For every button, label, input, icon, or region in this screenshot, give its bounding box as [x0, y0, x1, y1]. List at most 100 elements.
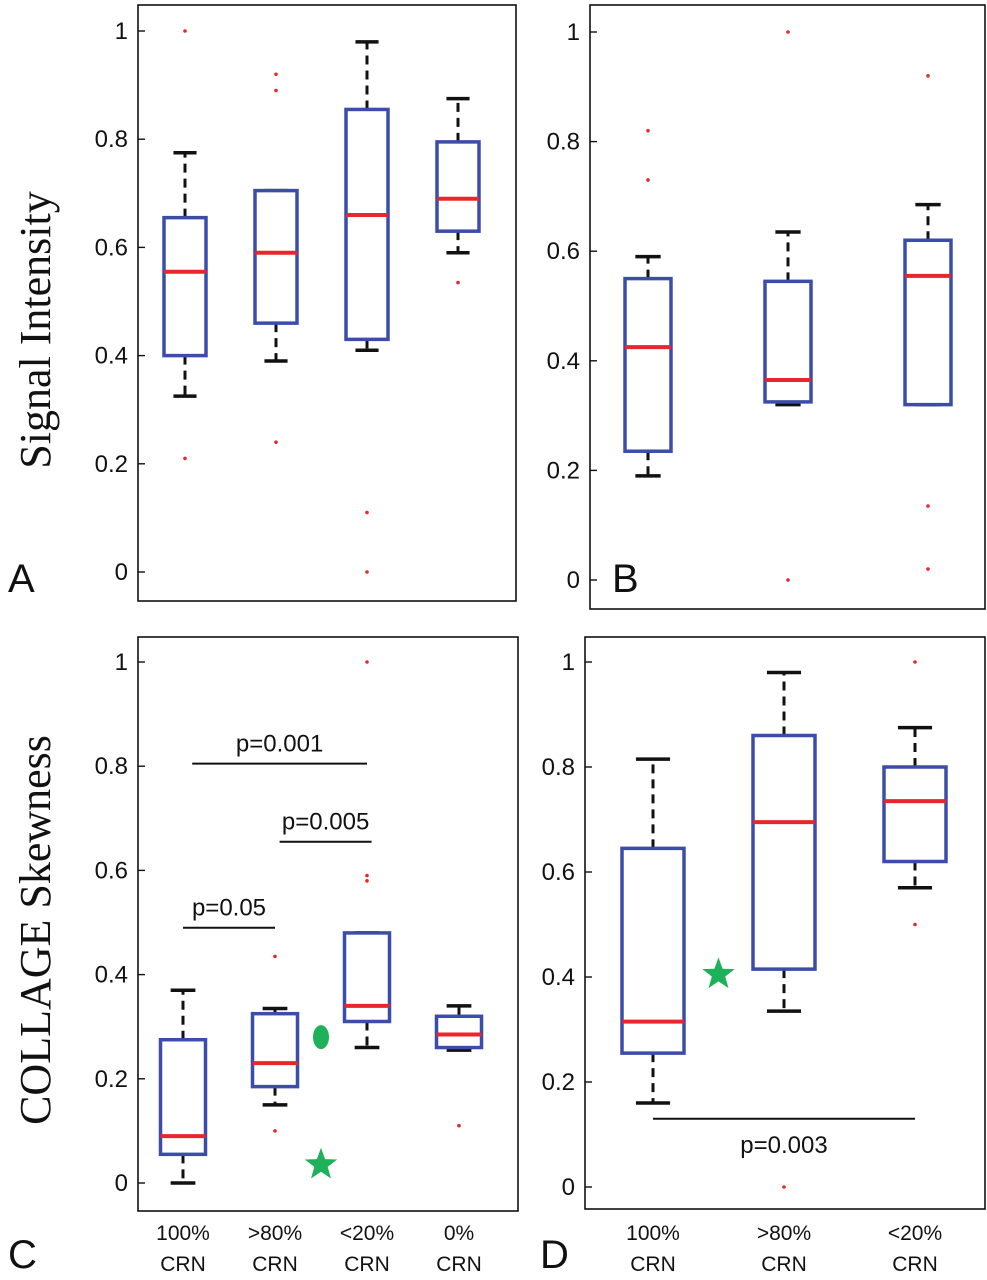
outlier-point [274, 72, 278, 77]
outlier-point [782, 1185, 786, 1189]
y-tick-label: 0.6 [95, 234, 128, 261]
iqr-box [903, 238, 953, 407]
category-label-pct: >80% [248, 1222, 302, 1245]
plot-frame-a [137, 4, 517, 602]
outlier-point [273, 954, 277, 959]
y-tick-label: 1 [115, 649, 128, 676]
box-b-1 [623, 128, 673, 478]
outlier-point [365, 570, 369, 574]
category-label-pct: <20% [888, 1222, 942, 1245]
y-tick-label: 1 [562, 649, 575, 676]
y-tick-label: 0.2 [95, 1066, 128, 1093]
iqr-box [253, 188, 299, 325]
box-d-3 [882, 660, 948, 927]
box-b-2 [763, 30, 813, 582]
p-value-label: p=0.005 [282, 809, 369, 836]
y-tick-label: 0 [115, 1170, 128, 1197]
y-tick-label: 0.2 [95, 451, 128, 478]
iqr-box [882, 765, 948, 864]
box-d-1 [620, 757, 686, 1105]
y-tick-label: 0 [115, 559, 128, 586]
outlier-point [926, 567, 930, 571]
iqr-box [342, 931, 392, 1024]
y-tick-label: 0.4 [95, 343, 128, 370]
box-b-3 [903, 74, 953, 571]
outlier-point [274, 440, 278, 444]
y-tick-label: 0.2 [547, 457, 580, 484]
significance-annotation: p=0.05 [183, 895, 275, 929]
y-tick-label: 0.8 [542, 754, 575, 781]
y-tick-label: 1 [115, 18, 128, 45]
outlier-point [913, 660, 917, 664]
category-label-pct: 100% [156, 1222, 210, 1245]
outlier-point [786, 30, 790, 34]
y-tick-label: 0.4 [547, 348, 580, 375]
category-label-crn: CRN [436, 1253, 482, 1276]
p-value-label: p=0.05 [192, 895, 266, 922]
y-tick-label: 0.2 [542, 1069, 575, 1096]
box-a-2 [253, 72, 299, 444]
iqr-box [434, 1014, 484, 1050]
p-value-label: p=0.001 [236, 731, 323, 758]
significance-annotation: p=0.001 [192, 731, 367, 765]
y-tick-label: 0.6 [95, 857, 128, 884]
outlier-point [646, 128, 650, 133]
outlier-point [646, 178, 650, 182]
panel-letter-a: A [8, 557, 35, 601]
outlier-point [786, 578, 790, 582]
iqr-box [763, 279, 813, 404]
panel-b: 0 0.2 0.4 0.6 0.8 1 [547, 4, 986, 610]
panel-letter-d: D [540, 1233, 569, 1277]
category-label-pct: <20% [340, 1222, 394, 1245]
significance-annotation: p=0.003 [653, 1117, 915, 1159]
outlier-point [926, 74, 930, 78]
panel-d: 0 0.2 0.4 0.6 0.8 1 100% CRN >80% CRN <20% CRN p=0.0… [542, 636, 986, 1276]
box-c-4 [434, 1004, 484, 1128]
outlier-point [273, 1129, 277, 1133]
outlier-point [274, 88, 278, 93]
outlier-point [365, 879, 369, 883]
y-tick-label: 0.4 [95, 962, 128, 989]
box-c-1 [158, 988, 208, 1185]
outlier-point [183, 456, 187, 461]
plot-frame-d [584, 636, 986, 1210]
y-tick-label: 0 [562, 1174, 575, 1201]
box-c-2 [250, 954, 300, 1133]
panel-a: 0 0.2 0.4 0.6 0.8 1 [95, 4, 517, 602]
outlier-point [365, 873, 369, 878]
y-tick-label: 1 [567, 19, 580, 46]
outlier-point [365, 660, 369, 664]
category-label-pct: 100% [626, 1222, 680, 1245]
iqr-box [620, 846, 686, 1055]
iqr-box [623, 276, 673, 453]
panels: 0 0.2 0.4 0.6 0.8 1 0 0.2 0.4 0.6 0.8 1 0 0.2 0.4 0.6 0.… [95, 4, 986, 1276]
y-tick-label: 0.6 [542, 859, 575, 886]
box-c-3 [342, 660, 392, 1050]
category-label-crn: CRN [630, 1253, 676, 1276]
outlier-point [456, 280, 460, 285]
iqr-box [250, 1011, 300, 1089]
y-tick-label: 0.8 [547, 129, 580, 156]
category-label-pct: >80% [757, 1222, 811, 1245]
y-tick-label: 0.4 [542, 964, 575, 991]
box-a-1 [162, 29, 208, 461]
significance-annotation: p=0.005 [279, 809, 372, 843]
panel-letter-b: B [612, 557, 639, 601]
category-label-crn: CRN [160, 1253, 206, 1276]
iqr-box [435, 140, 481, 233]
green-ellipse-marker [313, 1025, 329, 1050]
category-label-pct: 0% [444, 1222, 474, 1245]
category-label-crn: CRN [892, 1253, 938, 1276]
plot-frame-b [589, 4, 986, 610]
outlier-point [365, 510, 369, 515]
y-axis-label-bottom: COLLAGE Skewness [11, 735, 60, 1125]
p-value-label: p=0.003 [740, 1132, 827, 1159]
outlier-point [926, 504, 930, 508]
y-tick-label: 0.8 [95, 753, 128, 780]
category-label-crn: CRN [344, 1253, 390, 1276]
iqr-box [344, 107, 390, 342]
category-label-crn: CRN [761, 1253, 807, 1276]
y-tick-label: 0.6 [547, 238, 580, 265]
outlier-point [913, 922, 917, 927]
